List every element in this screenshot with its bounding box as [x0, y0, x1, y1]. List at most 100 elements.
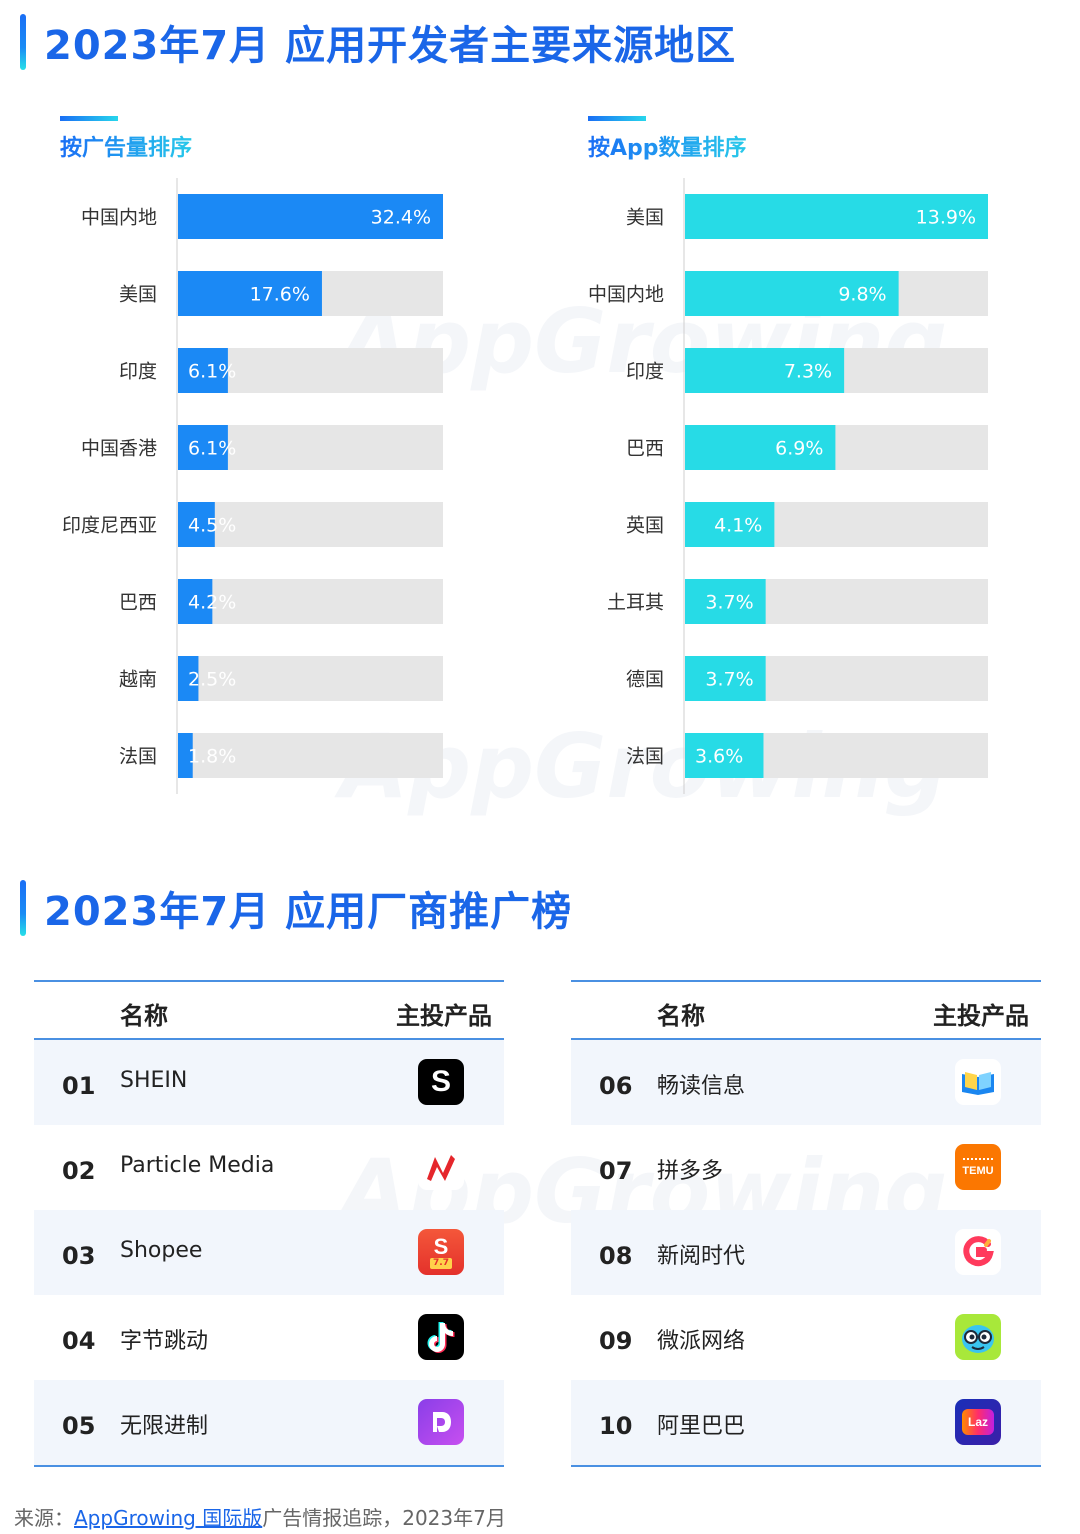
lazada-icon: Laz: [955, 1399, 1001, 1445]
row-rank: 09: [599, 1327, 633, 1355]
shein-icon: S: [418, 1059, 464, 1105]
row-name: 新阅时代: [657, 1244, 746, 1269]
data-label: 2.5%: [188, 669, 236, 691]
section-heading: 2023年7月 应用厂商推广榜: [44, 889, 573, 935]
shopee-icon: S 7.7: [418, 1229, 464, 1275]
bar-chart-by-ads: 中国内地 32.4% 美国 17.6% 印度 6.1% 中国香港 6.1% 印度尼西亚 4.5% 巴…: [0, 178, 540, 794]
header-name: 名称: [120, 1002, 168, 1030]
cartoon-face-icon: [955, 1314, 1001, 1360]
bar-track: [178, 656, 443, 701]
category-label: 土耳其: [607, 592, 664, 614]
bar-土耳其: [685, 579, 766, 624]
bar-巴西: [178, 579, 213, 624]
category-label: 英国: [626, 515, 664, 537]
category-label: 中国香港: [81, 438, 157, 460]
category-label: 法国: [626, 746, 664, 768]
bar-track: [178, 579, 443, 624]
bar-track: [178, 733, 443, 778]
bar-法国: [178, 733, 193, 778]
category-label: 印度: [119, 361, 157, 383]
table-row: 05 无限进制: [34, 1380, 504, 1465]
row-rank: 01: [62, 1072, 96, 1100]
bar-巴西: [685, 425, 836, 470]
source-prefix: 来源：: [14, 1506, 74, 1530]
category-label: 越南: [119, 669, 157, 691]
chart-svg: 中国内地 32.4% 美国 17.6% 印度 6.1% 中国香港 6.1% 印度尼西亚 4.5% 巴…: [62, 178, 443, 794]
row-name: SHEIN: [120, 1068, 188, 1093]
bar-越南: [178, 656, 199, 701]
table-row: 01 SHEIN S: [34, 1040, 504, 1125]
table-bottom-rule: [34, 1465, 504, 1467]
table-row: 02 Particle Media: [34, 1125, 504, 1210]
row-name: 微派网络: [657, 1329, 746, 1354]
data-label: 3.7%: [705, 669, 753, 691]
bar-印度: [178, 348, 228, 393]
row-rank: 05: [62, 1412, 96, 1440]
table-row: 04 字节跳动: [34, 1295, 504, 1380]
temu-icon: TEMU: [955, 1144, 1001, 1190]
data-label: 13.9%: [916, 207, 976, 229]
chart-title-text: 按App数量排序: [588, 130, 747, 162]
table-row: 06 畅读信息: [571, 1040, 1041, 1125]
subhead-accent: [60, 116, 118, 121]
table-header-rule: [34, 1038, 504, 1040]
row-rank: 03: [62, 1242, 96, 1270]
data-label: 17.6%: [250, 284, 310, 306]
source-link[interactable]: AppGrowing 国际版: [74, 1506, 263, 1530]
row-name: 字节跳动: [120, 1329, 209, 1354]
title-accent-bar: [20, 880, 26, 936]
page-title: 2023年7月 应用开发者主要来源地区: [44, 23, 737, 69]
tiktok-icon: [418, 1314, 464, 1360]
header-product: 主投产品: [396, 1002, 492, 1030]
data-label: 4.2%: [188, 592, 236, 614]
data-label: 7.3%: [784, 361, 832, 383]
bar-track: [178, 502, 443, 547]
temu-wordmark: TEMU: [962, 1164, 994, 1177]
bar-英国: [685, 502, 775, 547]
table-bottom-rule: [571, 1465, 1041, 1467]
bar-中国内地: [685, 271, 899, 316]
data-label: 9.8%: [838, 284, 886, 306]
table-row: 03 Shopee S 7.7: [34, 1210, 504, 1295]
purple-app-icon: [418, 1399, 464, 1445]
bar-印度尼西亚: [178, 502, 215, 547]
bar-美国: [685, 194, 988, 239]
data-label: 6.1%: [188, 438, 236, 460]
shopee-badge: 7.7: [430, 1257, 452, 1269]
row-name: 无限进制: [120, 1414, 209, 1439]
bar-印度: [685, 348, 845, 393]
category-label: 美国: [626, 207, 664, 229]
row-rank: 02: [62, 1157, 96, 1185]
category-label: 美国: [119, 284, 157, 306]
bar-美国: [178, 271, 322, 316]
row-rank: 07: [599, 1157, 633, 1185]
table-header: 名称 主投产品: [34, 982, 504, 1038]
category-label: 印度尼西亚: [62, 515, 157, 537]
table-top-rule: [571, 980, 1041, 982]
source-footer: 来源：AppGrowing 国际版广告情报追踪，2023年7月: [14, 1502, 506, 1531]
bar-chart-by-apps: 美国 13.9% 中国内地 9.8% 印度 7.3% 巴西 6.9% 英国 4.1% 土耳其 3.7%…: [540, 178, 1080, 794]
row-rank: 06: [599, 1072, 633, 1100]
table-row: 09 微派网络: [571, 1295, 1041, 1380]
row-name: 阿里巴巴: [657, 1414, 746, 1439]
table-row: 10 阿里巴巴 Laz: [571, 1380, 1041, 1465]
bar-德国: [685, 656, 766, 701]
bar-法国: [685, 733, 764, 778]
ranking-table-left: 名称 主投产品 01 SHEIN S 02 Particle Media 03 …: [34, 980, 504, 1467]
data-label: 3.7%: [705, 592, 753, 614]
book-icon: [955, 1059, 1001, 1105]
row-name: Shopee: [120, 1238, 203, 1263]
source-suffix: 广告情报追踪，2023年7月: [262, 1506, 506, 1530]
table-row: 07 拼多多 TEMU: [571, 1125, 1041, 1210]
chart-svg: 美国 13.9% 中国内地 9.8% 印度 7.3% 巴西 6.9% 英国 4.1% 土耳其 3.7%…: [588, 178, 988, 794]
newsbreak-icon: [418, 1144, 464, 1190]
data-label: 32.4%: [371, 207, 431, 229]
table-top-rule: [34, 980, 504, 982]
bar-中国香港: [178, 425, 228, 470]
row-name: Particle Media: [120, 1153, 275, 1178]
table-header: 名称 主投产品: [571, 982, 1041, 1038]
lazada-wordmark: Laz: [967, 1415, 988, 1429]
category-label: 法国: [119, 746, 157, 768]
section-title-regions: 2023年7月 应用开发者主要来源地区: [20, 14, 736, 70]
data-label: 6.1%: [188, 361, 236, 383]
